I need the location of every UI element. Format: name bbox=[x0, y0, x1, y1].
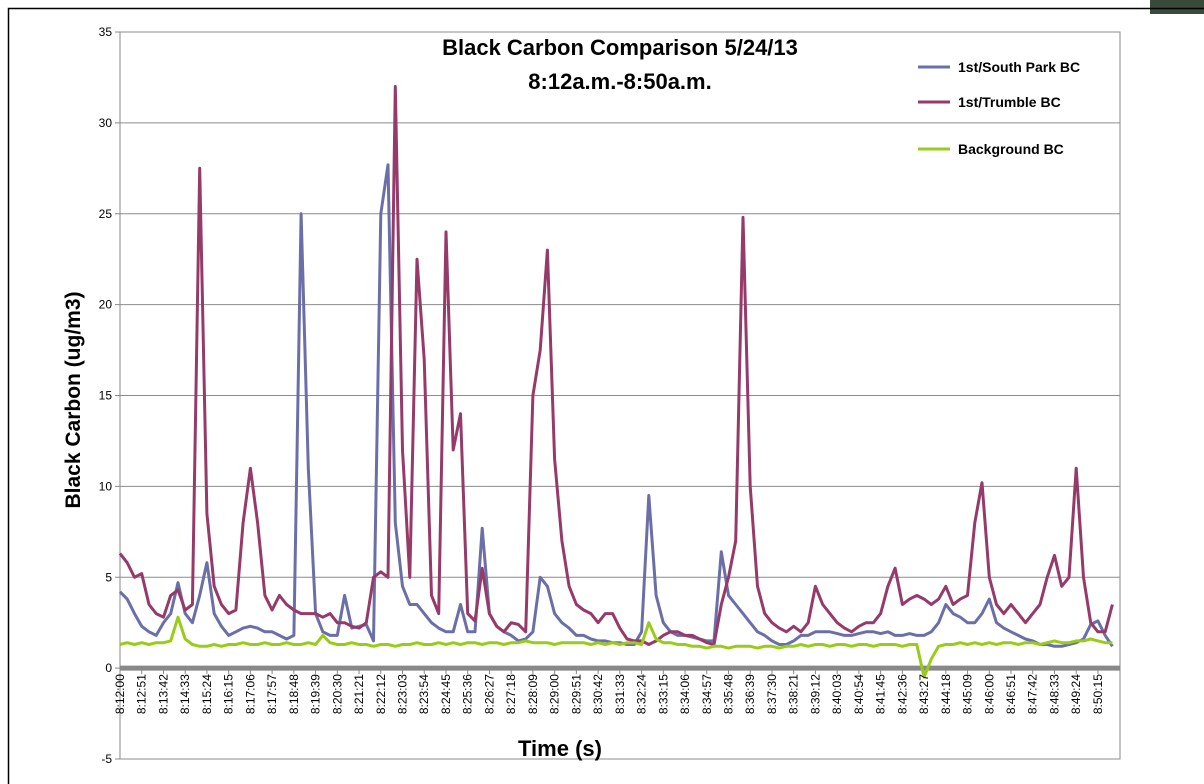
x-tick-label: 8:40:03 bbox=[830, 674, 844, 714]
x-tick-label: 8:36:39 bbox=[743, 674, 757, 714]
x-tick-label: 8:49:24 bbox=[1069, 674, 1083, 714]
x-tick-label: 8:47:42 bbox=[1026, 674, 1040, 714]
x-tick-label: 8:30:42 bbox=[591, 674, 605, 714]
x-tick-label: 8:13:42 bbox=[156, 674, 170, 714]
x-tick-label: 8:48:33 bbox=[1047, 674, 1061, 714]
x-tick-label: 8:14:33 bbox=[178, 674, 192, 714]
legend-label: 1st/South Park BC bbox=[958, 59, 1080, 75]
x-tick-label: 8:32:24 bbox=[635, 674, 649, 714]
x-tick-label: 8:22:12 bbox=[374, 674, 388, 714]
x-tick-label: 8:44:18 bbox=[939, 674, 953, 714]
y-tick-label: 0 bbox=[105, 661, 112, 675]
y-tick-label: 5 bbox=[105, 570, 112, 584]
series-line bbox=[118, 85, 1114, 646]
y-tick-label: 30 bbox=[99, 116, 113, 130]
y-tick-label: 15 bbox=[99, 389, 113, 403]
x-tick-label: 8:41:45 bbox=[874, 674, 888, 714]
x-tick-label: 8:34:06 bbox=[678, 674, 692, 714]
marks bbox=[118, 85, 1114, 679]
x-tick-label: 8:46:00 bbox=[982, 674, 996, 714]
x-tick-label: 8:27:18 bbox=[504, 674, 518, 714]
x-tick-label: 8:29:51 bbox=[569, 674, 583, 714]
x-tick-label: 8:18:48 bbox=[287, 674, 301, 714]
x-tick-label: 8:34:57 bbox=[700, 674, 714, 714]
x-tick-label: 8:21:21 bbox=[352, 674, 366, 714]
legend-label: Background BC bbox=[958, 141, 1064, 157]
frame bbox=[7, 7, 1204, 784]
photo-corner bbox=[1150, 0, 1204, 14]
x-tick-label: 8:17:57 bbox=[265, 674, 279, 714]
x-tick-label: 8:20:30 bbox=[330, 674, 344, 714]
x-tick-label: 8:28:09 bbox=[526, 674, 540, 714]
x-tick-label: 8:43:27 bbox=[917, 674, 931, 714]
chart-subtitle: 8:12a.m.-8:50a.m. bbox=[528, 69, 711, 94]
x-tick-label: 8:23:54 bbox=[417, 674, 431, 714]
x-tick-label: 8:26:27 bbox=[482, 674, 496, 714]
chart-title: Black Carbon Comparison 5/24/13 bbox=[442, 35, 798, 60]
y-tick-label: 10 bbox=[99, 479, 113, 493]
x-tick-label: 8:50:15 bbox=[1091, 674, 1105, 714]
grid bbox=[115, 31, 1121, 760]
x-tick-label: 8:38:21 bbox=[787, 674, 801, 714]
x-tick-label: 8:46:51 bbox=[1004, 674, 1018, 714]
x-tick-label: 8:42:36 bbox=[895, 674, 909, 714]
x-tick-label: 8:19:39 bbox=[309, 674, 323, 714]
x-tick-label: 8:45:09 bbox=[961, 674, 975, 714]
y-axis-title: Black Carbon (ug/m3) bbox=[62, 291, 85, 508]
x-tick-label: 8:39:12 bbox=[808, 674, 822, 714]
x-tick-label: 8:29:00 bbox=[548, 674, 562, 714]
y-tick-label: 35 bbox=[99, 25, 113, 39]
y-tick-label: 25 bbox=[99, 207, 113, 221]
x-tick-label: 8:37:30 bbox=[765, 674, 779, 714]
x-tick-label: 8:40:54 bbox=[852, 674, 866, 714]
x-tick-label: 8:35:48 bbox=[721, 674, 735, 714]
x-tick-label: 8:16:15 bbox=[222, 674, 236, 714]
x-tick-label: 8:12:51 bbox=[135, 674, 149, 714]
y-tick-label: -5 bbox=[101, 752, 112, 766]
x-tick-label: 8:15:24 bbox=[200, 674, 214, 714]
x-axis-title: Time (s) bbox=[518, 736, 602, 761]
legend-label: 1st/Trumble BC bbox=[958, 94, 1061, 110]
x-tick-label: 8:25:36 bbox=[461, 674, 475, 714]
series-line bbox=[119, 615, 1113, 679]
y-tick-label: 20 bbox=[99, 298, 113, 312]
x-tick-label: 8:24:45 bbox=[439, 674, 453, 714]
x-tick-label: 8:31:33 bbox=[613, 674, 627, 714]
x-tick-label: 8:12:00 bbox=[113, 674, 127, 714]
x-tick-label: 8:33:15 bbox=[656, 674, 670, 714]
x-tick-label: 8:17:06 bbox=[243, 674, 257, 714]
x-tick-label: 8:23:03 bbox=[396, 674, 410, 714]
